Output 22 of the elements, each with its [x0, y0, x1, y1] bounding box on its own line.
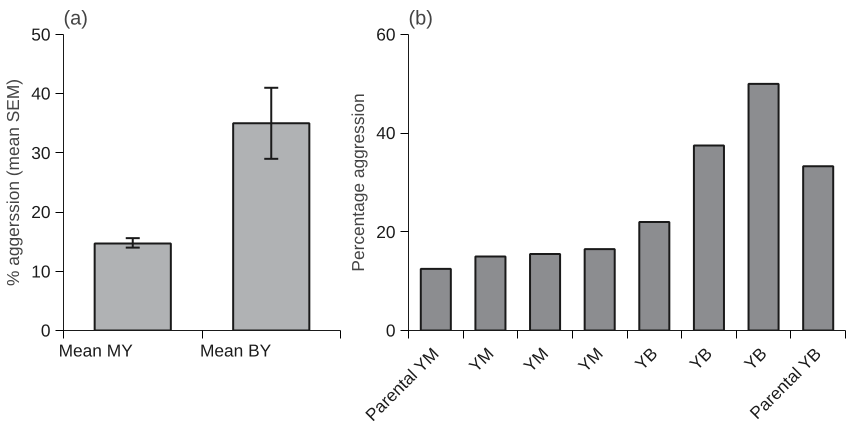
y-tick-label: 20 [31, 202, 51, 222]
x-tick-label: YM [464, 343, 498, 376]
y-tick-label: 0 [40, 320, 51, 340]
chart-title: (b) [408, 8, 433, 30]
y-tick-label: 20 [376, 222, 396, 242]
x-tick-label: YB [740, 343, 771, 374]
x-tick-label: YB [630, 343, 662, 374]
y-tick-label: 40 [31, 84, 51, 104]
y-axis-title: % aggerssion (mean SEM) [3, 78, 24, 286]
y-tick-label: 40 [376, 123, 396, 144]
x-tick-label: Mean MY [58, 340, 134, 360]
y-tick-label: 10 [31, 261, 51, 282]
x-tick-label: YM [520, 343, 552, 376]
chart-title: (a) [64, 8, 88, 30]
x-tick-label: YB [686, 343, 716, 374]
y-tick-label: 60 [376, 24, 396, 44]
y-tick-label: 0 [386, 320, 396, 340]
y-axis-title: Percentage aggression [348, 93, 368, 272]
y-tick-label: 50 [31, 24, 51, 44]
x-tick-label: YM [574, 343, 607, 376]
y-tick-label: 30 [31, 142, 51, 163]
x-tick-label: Mean BY [200, 340, 272, 360]
